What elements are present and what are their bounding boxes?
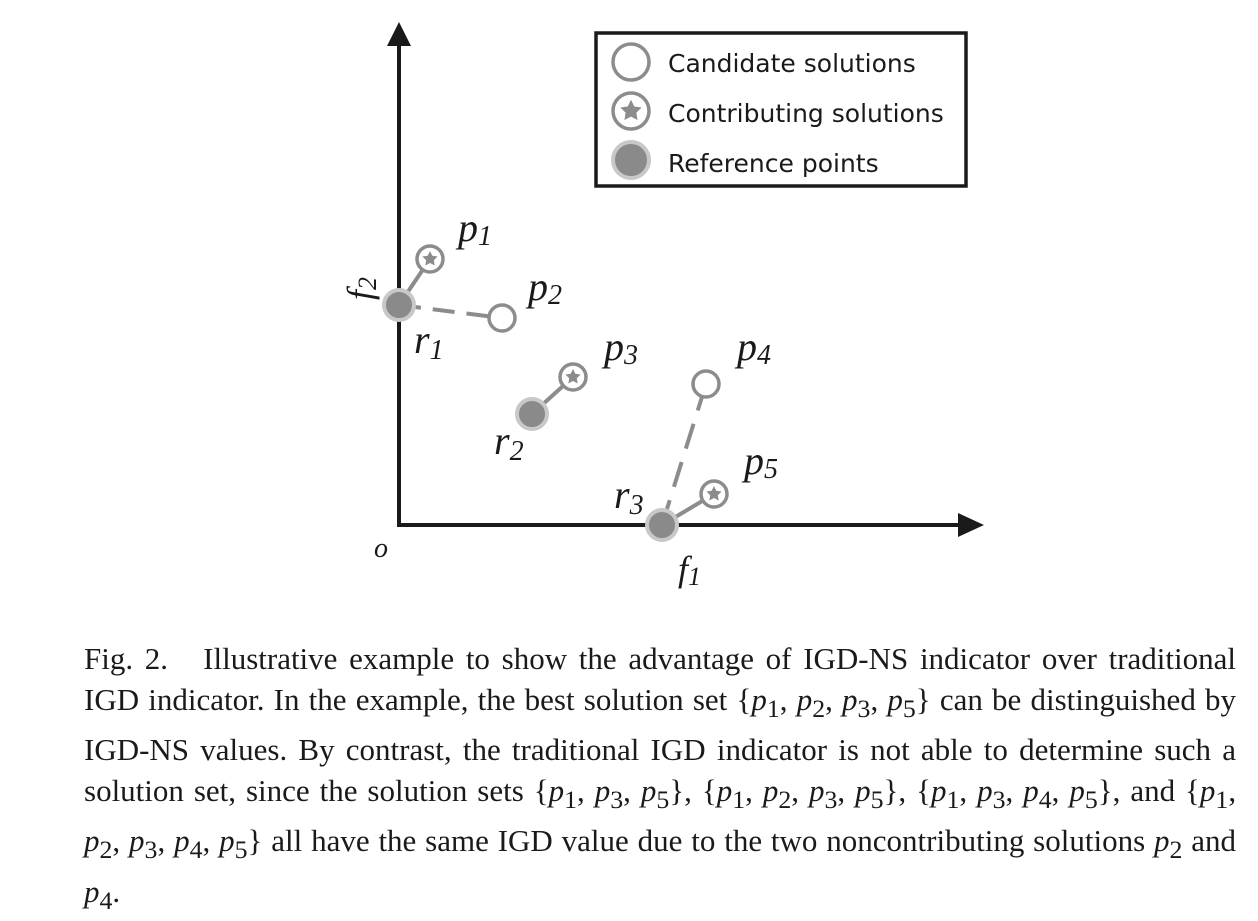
math-set: p1, p2, p3, p4, p5 [84,773,1237,865]
math-var: p [762,773,779,809]
math-sub: 5 [1084,785,1098,815]
math-set: p1, p3, p5 [548,773,670,815]
math-set: p1, p3, p4, p5 [930,773,1098,815]
label-r3: r3 [614,472,644,521]
label-p2: p2 [525,264,562,311]
y-axis-label: f2 [340,277,382,300]
contributing-point-p5 [699,479,729,509]
axes: o f1 f2 [340,22,984,591]
math-var: p [129,823,145,859]
link-r3-p4 [660,383,708,526]
contributing-point-p3 [558,362,588,392]
figure-number: Fig. 2. [84,641,169,676]
label-p3: p3 [601,324,638,371]
math-sub: 1 [766,694,780,724]
point-labels: p1 p2 p3 p4 p5 r1 r2 r3 [414,205,778,521]
x-axis-arrow-icon [958,513,984,537]
math-sub: 4 [99,885,113,915]
reference-point-r3 [645,508,679,542]
math-sub: 2 [812,694,826,724]
math-var: p [1153,823,1170,859]
math-var: p [594,773,611,809]
math-var: p [84,823,100,859]
math-var: p [219,823,235,859]
math-sub: 4 [1038,785,1052,815]
math-var: p [716,773,733,809]
x-axis-label: f1 [678,549,701,591]
label-r2: r2 [494,418,524,467]
label-p1: p1 [455,205,492,252]
math-sub: 2 [778,785,792,815]
legend-box [594,31,968,188]
math-sub: 5 [234,835,248,865]
math-sub: 2 [1169,835,1183,865]
figure-caption: Fig. 2. Illustrative example to show the… [84,638,1236,921]
math-sub: 3 [992,785,1006,815]
caption-text: }, { [883,773,931,809]
math-var: p [977,773,993,809]
label-r1: r1 [414,317,444,366]
reference-marker-icon [611,140,651,180]
caption-text: Illustrative example to show the advanta… [84,641,1236,717]
math-sub: 5 [656,785,670,815]
legend: Candidate solutions Contributing solutio… [594,31,968,188]
reference-point-r1 [382,288,416,322]
caption-text: }, and { [1097,773,1200,809]
math-var: p [174,823,190,859]
caption-text: can be distinguished by IGD-NS values. B… [84,682,1236,809]
candidate-point-p4 [691,369,721,399]
math-sub: 3 [824,785,838,815]
label-p4: p4 [734,324,771,371]
caption-text: . [112,873,121,909]
legend-label-candidate: Candidate solutions [668,49,916,78]
math-sub: 5 [902,694,916,724]
caption-text: } all have the same IGD value due to the… [247,823,1154,859]
math-var: p [796,682,813,717]
math-sub: 2 [99,835,113,865]
math-var: p [808,773,825,809]
math-var: p [751,682,767,717]
candidate-point-p2 [487,303,517,333]
caption-text: } [915,682,931,717]
reference-points [382,288,679,542]
math-sub: 1 [564,785,578,815]
math-sub: 1 [732,785,746,815]
legend-label-contributing: Contributing solutions [668,99,944,128]
math-sub: 3 [610,785,624,815]
contributing-point-p1 [415,244,445,274]
math-var: p [548,773,565,809]
math-var: p [887,682,903,717]
math-var: p [84,873,100,909]
label-p5: p5 [741,438,778,485]
math-set-best: p1, p2, p3, p5 [751,682,916,724]
candidate-solutions [487,303,721,399]
math-var: p [1199,773,1216,809]
origin-label: o [374,533,388,564]
legend-item-candidate: Candidate solutions [611,42,916,82]
math-sub: 1 [946,785,960,815]
math-sub: 3 [144,835,158,865]
diagram-figure: o f1 f2 p1 p [340,22,984,591]
legend-label-reference: Reference points [668,149,879,178]
link-r1-p2 [398,303,503,320]
caption-text: and [1182,823,1237,859]
math-var: p [930,773,947,809]
math-sub: 3 [857,694,871,724]
math-var: p [855,773,871,809]
math-var: p [640,773,657,809]
math-sub: 4 [189,835,203,865]
math-var: p [1069,773,1085,809]
y-axis-arrow-icon [387,22,411,46]
reference-point-r2 [515,397,549,431]
math-sub: 1 [1215,785,1229,815]
legend-item-reference: Reference points [611,140,879,180]
candidate-marker-icon [611,42,651,82]
math-set: p1, p2, p3, p5 [716,773,884,815]
math-var: p [842,682,858,717]
legend-item-contributing: Contributing solutions [611,91,944,131]
contributing-solutions [415,244,729,509]
math-var: p [1023,773,1039,809]
caption-text: }, { [669,773,717,809]
math-sub: 5 [870,785,884,815]
